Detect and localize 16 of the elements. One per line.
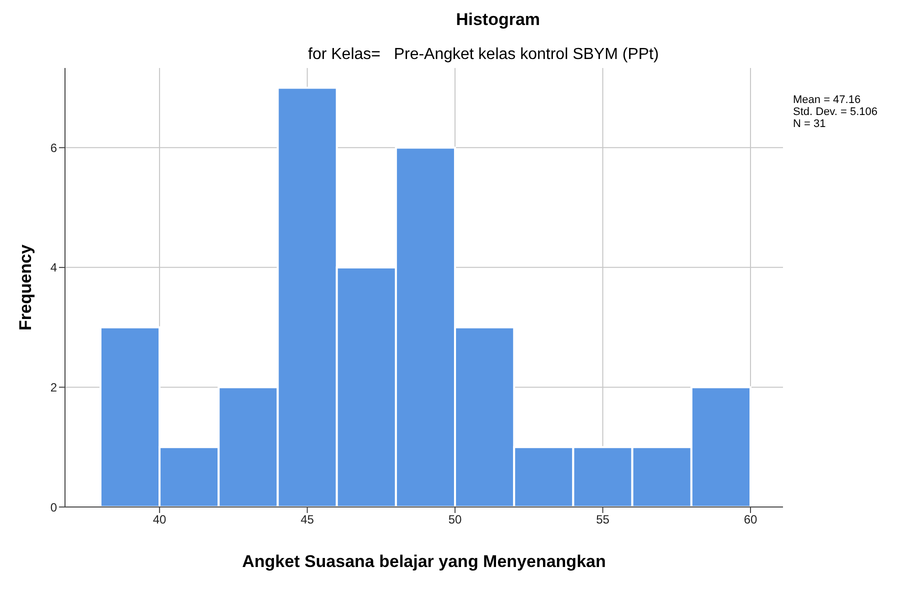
x-tick-label: 55 bbox=[596, 512, 610, 527]
x-tick-label: 40 bbox=[152, 512, 167, 527]
y-tick-label: 6 bbox=[50, 140, 58, 155]
x-axis-title: Angket Suasana belajar yang Menyenangkan bbox=[242, 552, 606, 571]
text: N = 31 bbox=[793, 118, 827, 130]
y-tick-label: 2 bbox=[50, 380, 58, 394]
chart-title: Histogram bbox=[454, 10, 542, 30]
x-tick-label: 50 bbox=[448, 512, 462, 527]
y-tick-label: 0 bbox=[50, 500, 58, 514]
chart-subtitle: for Kelas= Pre-Angket kelas kontrol SBYM (PPt) bbox=[308, 46, 660, 64]
text: Std. Dev. = 5.106 bbox=[793, 106, 878, 118]
y-tick-label: 4 bbox=[50, 260, 58, 275]
x-tick-label: 45 bbox=[300, 512, 314, 527]
text: Mean = 47.16 bbox=[793, 94, 862, 106]
y-axis-title: Frequency bbox=[16, 244, 36, 330]
x-tick-label: 60 bbox=[744, 512, 758, 527]
